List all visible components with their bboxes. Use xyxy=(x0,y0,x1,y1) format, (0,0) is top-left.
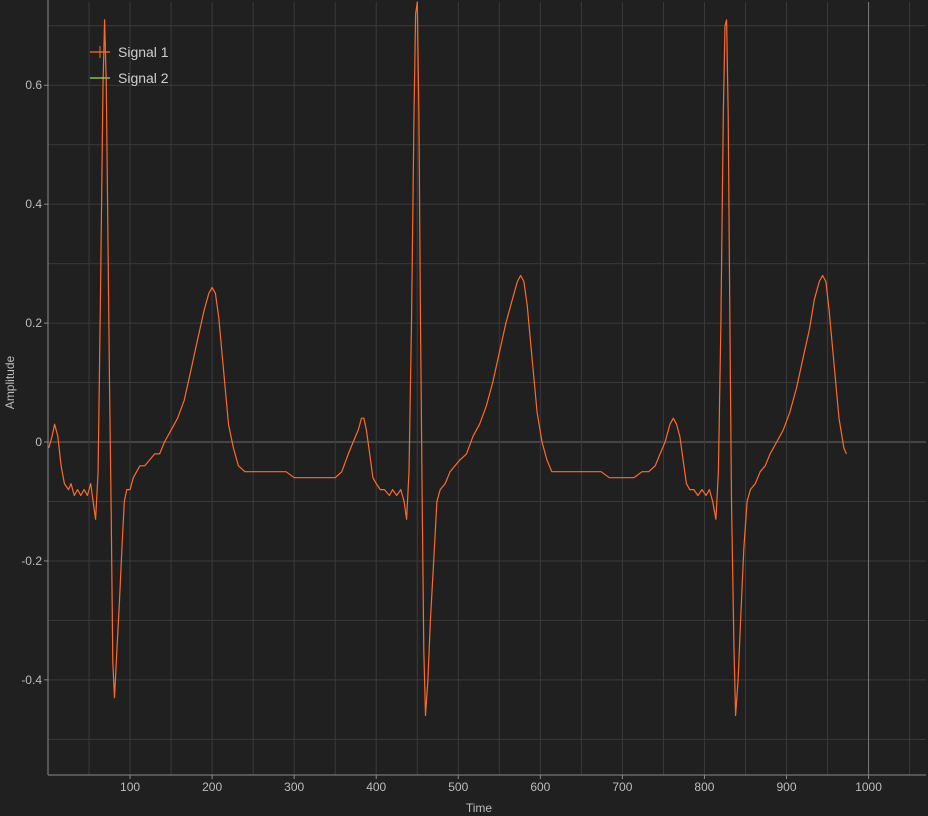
x-tick-label: 900 xyxy=(776,780,796,794)
y-tick-label: -0.4 xyxy=(21,673,42,687)
legend-label-signal-2: Signal 2 xyxy=(118,70,169,86)
y-tick-label: 0.2 xyxy=(25,316,42,330)
axes xyxy=(44,0,926,779)
x-tick-label: 800 xyxy=(694,780,714,794)
x-tick-label: 200 xyxy=(202,780,222,794)
x-tick-label: 1000 xyxy=(855,780,882,794)
x-tick-label: 400 xyxy=(366,780,386,794)
y-tick-labels: -0.4 -0.2 0 0.2 0.4 0.6 xyxy=(21,78,42,687)
y-axis-title: Amplitude xyxy=(3,356,17,410)
legend-label-signal-1: Signal 1 xyxy=(118,44,169,60)
x-tick-label: 100 xyxy=(120,780,140,794)
legend: Signal 1 Signal 2 xyxy=(90,44,169,86)
x-axis-title: Time xyxy=(466,801,493,815)
series-line-1 xyxy=(48,1,847,717)
y-tick-label: 0 xyxy=(35,435,42,449)
y-tick-label: 0.4 xyxy=(25,197,42,211)
x-tick-label: 300 xyxy=(284,780,304,794)
x-tick-label: 600 xyxy=(530,780,550,794)
x-tick-labels: 100 200 300 400 500 600 700 800 900 1000 xyxy=(120,780,882,794)
x-tick-label: 500 xyxy=(448,780,468,794)
grid-lines xyxy=(48,2,926,775)
series-lines xyxy=(48,1,847,717)
y-tick-label: 0.6 xyxy=(25,78,42,92)
x-tick-label: 700 xyxy=(612,780,632,794)
y-tick-label: -0.2 xyxy=(21,554,42,568)
